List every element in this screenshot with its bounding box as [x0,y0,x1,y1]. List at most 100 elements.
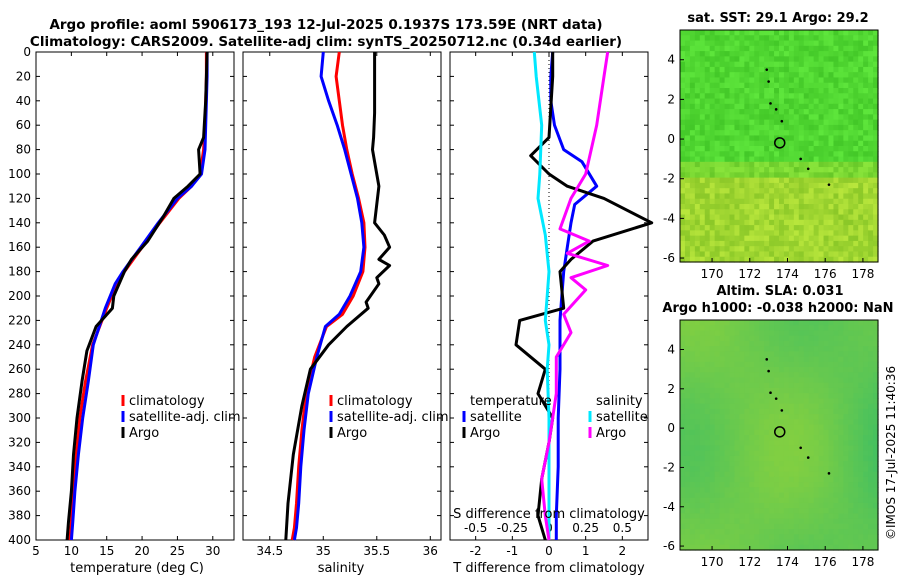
map-cell [744,251,750,258]
map-cell [828,414,835,420]
map-cell [699,382,706,389]
map-cell [803,455,810,462]
map-cell [774,72,780,79]
map-cell [793,109,800,115]
map-cell [719,151,726,158]
map-cell [719,529,726,535]
map-cell [684,51,691,57]
map-cell [788,193,795,200]
map-cell [749,340,755,347]
map-cell [858,204,864,210]
map-cell [739,435,745,441]
map-cell [793,408,800,415]
map-cell [714,382,721,389]
map-cell [808,198,815,205]
map-cell [769,435,775,441]
map-cell [709,66,716,73]
map-cell [689,61,696,68]
map-cell [843,440,849,447]
map-cell [808,372,815,379]
map-cell [828,56,835,63]
map-cell [719,72,726,79]
map-cell [694,382,701,389]
map-cell [863,471,869,478]
map-cell [759,167,765,173]
map-cell [808,51,815,57]
map-cell [704,502,711,509]
map-cell [764,523,770,530]
map-cell [709,414,716,420]
map-cell [680,219,686,226]
map-cell [779,56,785,63]
map-cell [818,398,825,405]
map-cell [769,151,775,158]
map-cell [744,256,750,263]
map-cell [868,172,874,179]
map-cell [709,393,716,400]
map-cell [764,193,770,200]
map-cell [744,235,750,242]
island-dot [769,102,772,105]
map-cell [694,103,701,110]
map-cell [680,361,686,368]
map-cell [828,361,835,368]
depth-tick-label: 220 [8,313,31,327]
map-cell [863,167,869,173]
map-cell [813,408,820,415]
map-cell [868,251,874,258]
map-cell [868,235,874,242]
map-cell [764,151,770,158]
map-cell [754,82,760,89]
map-cell [744,51,750,57]
map-cell [858,408,864,415]
map-cell [818,135,825,142]
map-cell [858,450,864,457]
map-cell [843,387,849,394]
map-cell [848,35,854,42]
map-cell [813,393,820,400]
map-cell [699,445,706,452]
map-cell [818,88,825,94]
map-cell [759,114,765,121]
map-cell [680,466,686,473]
map-cell [863,88,869,94]
map-cell [714,235,721,242]
map-cell [863,320,869,326]
map-cell [779,539,785,546]
map-cell [793,93,800,100]
map-cell [868,466,874,473]
map-cell [769,66,775,73]
map-cell [709,40,716,47]
map-cell [704,156,711,163]
map-cell [843,77,849,84]
map-cell [848,51,854,57]
map-cell [843,508,849,515]
map-cell [838,198,844,205]
map-cell [848,177,854,184]
map-cell [813,351,820,358]
map-cell [680,398,686,405]
map-cell [828,497,835,504]
map-cell [749,130,755,137]
map-cell [774,182,780,189]
map-cell [699,408,706,415]
map-cell [818,450,825,457]
map-cell [694,88,701,94]
map-cell [838,387,844,394]
map-cell [724,429,731,436]
map-cell [774,403,780,410]
map-cell [793,497,800,504]
map-cell [684,130,691,137]
map-cell [838,424,844,431]
map-cell [729,109,736,115]
map-cell [813,502,820,509]
map-cell [764,424,770,431]
map-cell [694,367,701,373]
map-cell [684,335,691,342]
map-cell [694,487,701,494]
map-cell [724,340,731,347]
map-cell [729,356,736,363]
map-cell [759,98,765,105]
map-cell [759,429,765,436]
map-cell [873,156,879,163]
